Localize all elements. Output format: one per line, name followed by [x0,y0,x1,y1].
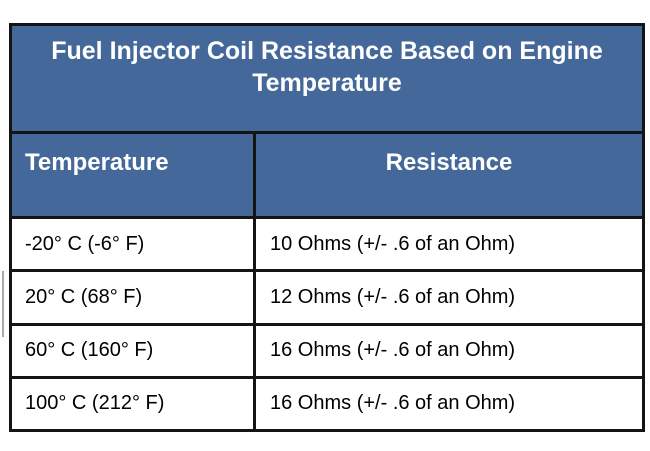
resistance-cell: 16 Ohms (+/- .6 of an Ohm) [270,392,516,415]
temperature-cell: 20° C (68° F) [12,272,256,323]
resistance-cell: 16 Ohms (+/- .6 of an Ohm) [270,339,516,362]
resistance-cell: 10 Ohms (+/- .6 of an Ohm) [270,232,516,255]
table-title: Fuel Injector Coil Resistance Based on E… [12,26,642,134]
table-row: 100° C (212° F) 16 Ohms (+/- .6 of an Oh… [12,378,642,429]
scrollbar-artifact [2,271,4,337]
column-header-resistance: Resistance [385,149,513,176]
resistance-table: Fuel Injector Coil Resistance Based on E… [9,23,645,432]
table-row: 20° C (68° F) 12 Ohms (+/- .6 of an Ohm) [12,272,642,326]
temperature-cell: 60° C (160° F) [12,325,256,376]
column-header-temperature: Temperature [12,134,256,216]
temperature-cell: 100° C (212° F) [12,378,256,429]
table-header-row: Temperature Resistance [12,134,642,219]
resistance-cell: 12 Ohms (+/- .6 of an Ohm) [270,285,516,308]
table-row: -20° C (-6° F) 10 Ohms (+/- .6 of an Ohm… [12,219,642,273]
table-row: 60° C (160° F) 16 Ohms (+/- .6 of an Ohm… [12,325,642,379]
temperature-cell: -20° C (-6° F) [12,219,256,270]
